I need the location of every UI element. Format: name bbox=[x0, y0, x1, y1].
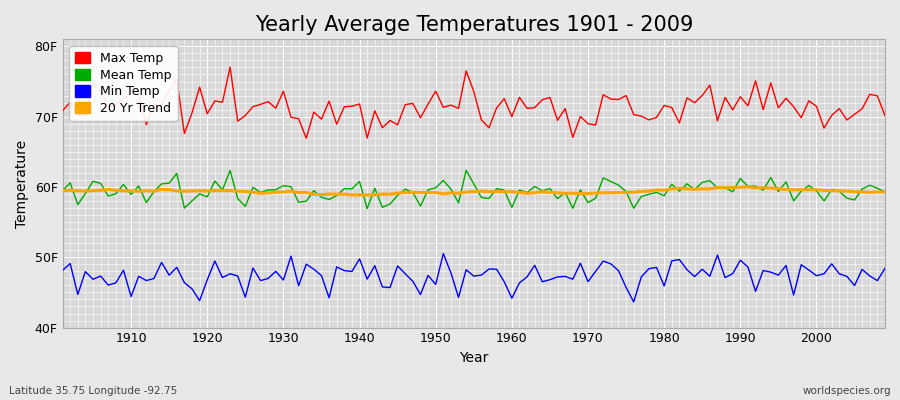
Legend: Max Temp, Mean Temp, Min Temp, 20 Yr Trend: Max Temp, Mean Temp, Min Temp, 20 Yr Tre… bbox=[68, 46, 178, 121]
Y-axis label: Temperature: Temperature bbox=[15, 139, 29, 228]
Title: Yearly Average Temperatures 1901 - 2009: Yearly Average Temperatures 1901 - 2009 bbox=[255, 15, 693, 35]
X-axis label: Year: Year bbox=[459, 351, 489, 365]
Text: worldspecies.org: worldspecies.org bbox=[803, 386, 891, 396]
Text: Latitude 35.75 Longitude -92.75: Latitude 35.75 Longitude -92.75 bbox=[9, 386, 177, 396]
